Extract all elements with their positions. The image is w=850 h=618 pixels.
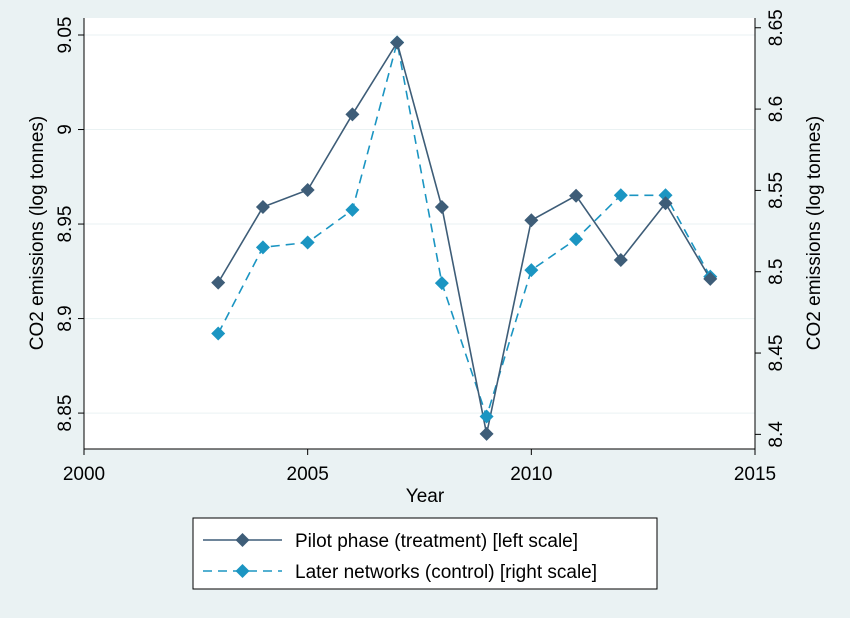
right-y-tick-label: 8.6 (766, 96, 787, 122)
data-point-later-networks (300, 235, 315, 250)
right-y-axis-title: CO2 emissions (log tonnes) (804, 116, 825, 350)
right-y-tick-label: 8.4 (766, 421, 787, 448)
data-point-later-networks (345, 202, 360, 217)
grid (84, 34, 755, 414)
data-point-pilot-phase (524, 213, 539, 228)
series-line-pilot-phase (217, 40, 711, 435)
x-tick-label: 2015 (734, 464, 776, 485)
data-point-later-networks (524, 263, 539, 278)
series-layer (211, 35, 718, 441)
right-y-tick-label: 8.55 (766, 172, 787, 209)
data-point-pilot-phase (658, 196, 673, 211)
left-y-ticks: 8.85 8.9 8.95 9 9.05 (55, 17, 84, 432)
legend: Pilot phase (treatment) [left scale] Late… (192, 517, 658, 590)
data-point-later-networks (255, 240, 270, 255)
legend-box (192, 517, 658, 590)
plot-area (84, 18, 755, 449)
data-point-pilot-phase (390, 35, 405, 50)
data-point-pilot-phase (434, 200, 449, 215)
data-point-later-networks (434, 276, 449, 291)
left-y-tick-label: 8.9 (55, 305, 76, 331)
data-point-later-networks (569, 232, 584, 247)
left-y-tick-label: 8.85 (55, 395, 76, 432)
left-y-tick-label: 8.95 (55, 206, 76, 243)
data-point-pilot-phase (255, 200, 270, 215)
data-point-pilot-phase (613, 252, 628, 267)
data-point-pilot-phase (479, 426, 494, 441)
left-y-axis-title: CO2 emissions (log tonnes) (27, 116, 48, 350)
data-point-later-networks (613, 188, 628, 203)
data-point-pilot-phase (300, 183, 315, 198)
x-tick-label: 2010 (510, 464, 552, 485)
data-point-later-networks (211, 326, 226, 341)
data-point-pilot-phase (703, 271, 718, 286)
data-point-pilot-phase (345, 107, 360, 122)
legend-label: Later networks (control) [right scale] (295, 562, 597, 583)
legend-label: Pilot phase (treatment) [left scale] (295, 531, 578, 552)
legend-marker (235, 564, 250, 578)
data-point-pilot-phase (569, 188, 584, 203)
left-y-tick-label: 9.05 (55, 17, 76, 54)
x-tick-label: 2005 (287, 464, 329, 485)
data-point-later-networks (479, 409, 494, 424)
left-y-tick-label: 9 (55, 124, 76, 135)
data-point-later-networks (658, 188, 673, 203)
x-tick-label: 2000 (63, 464, 105, 485)
right-y-tick-label: 8.65 (766, 9, 787, 46)
right-y-ticks: 8.4 8.45 8.5 8.55 8.6 8.65 (755, 9, 787, 448)
right-y-tick-label: 8.5 (766, 259, 787, 285)
data-point-pilot-phase (211, 275, 226, 290)
legend-marker (235, 533, 250, 547)
x-axis-title: Year (406, 486, 445, 507)
right-y-tick-label: 8.45 (766, 335, 787, 372)
x-ticks: 2000 2005 2010 2015 (63, 449, 776, 485)
